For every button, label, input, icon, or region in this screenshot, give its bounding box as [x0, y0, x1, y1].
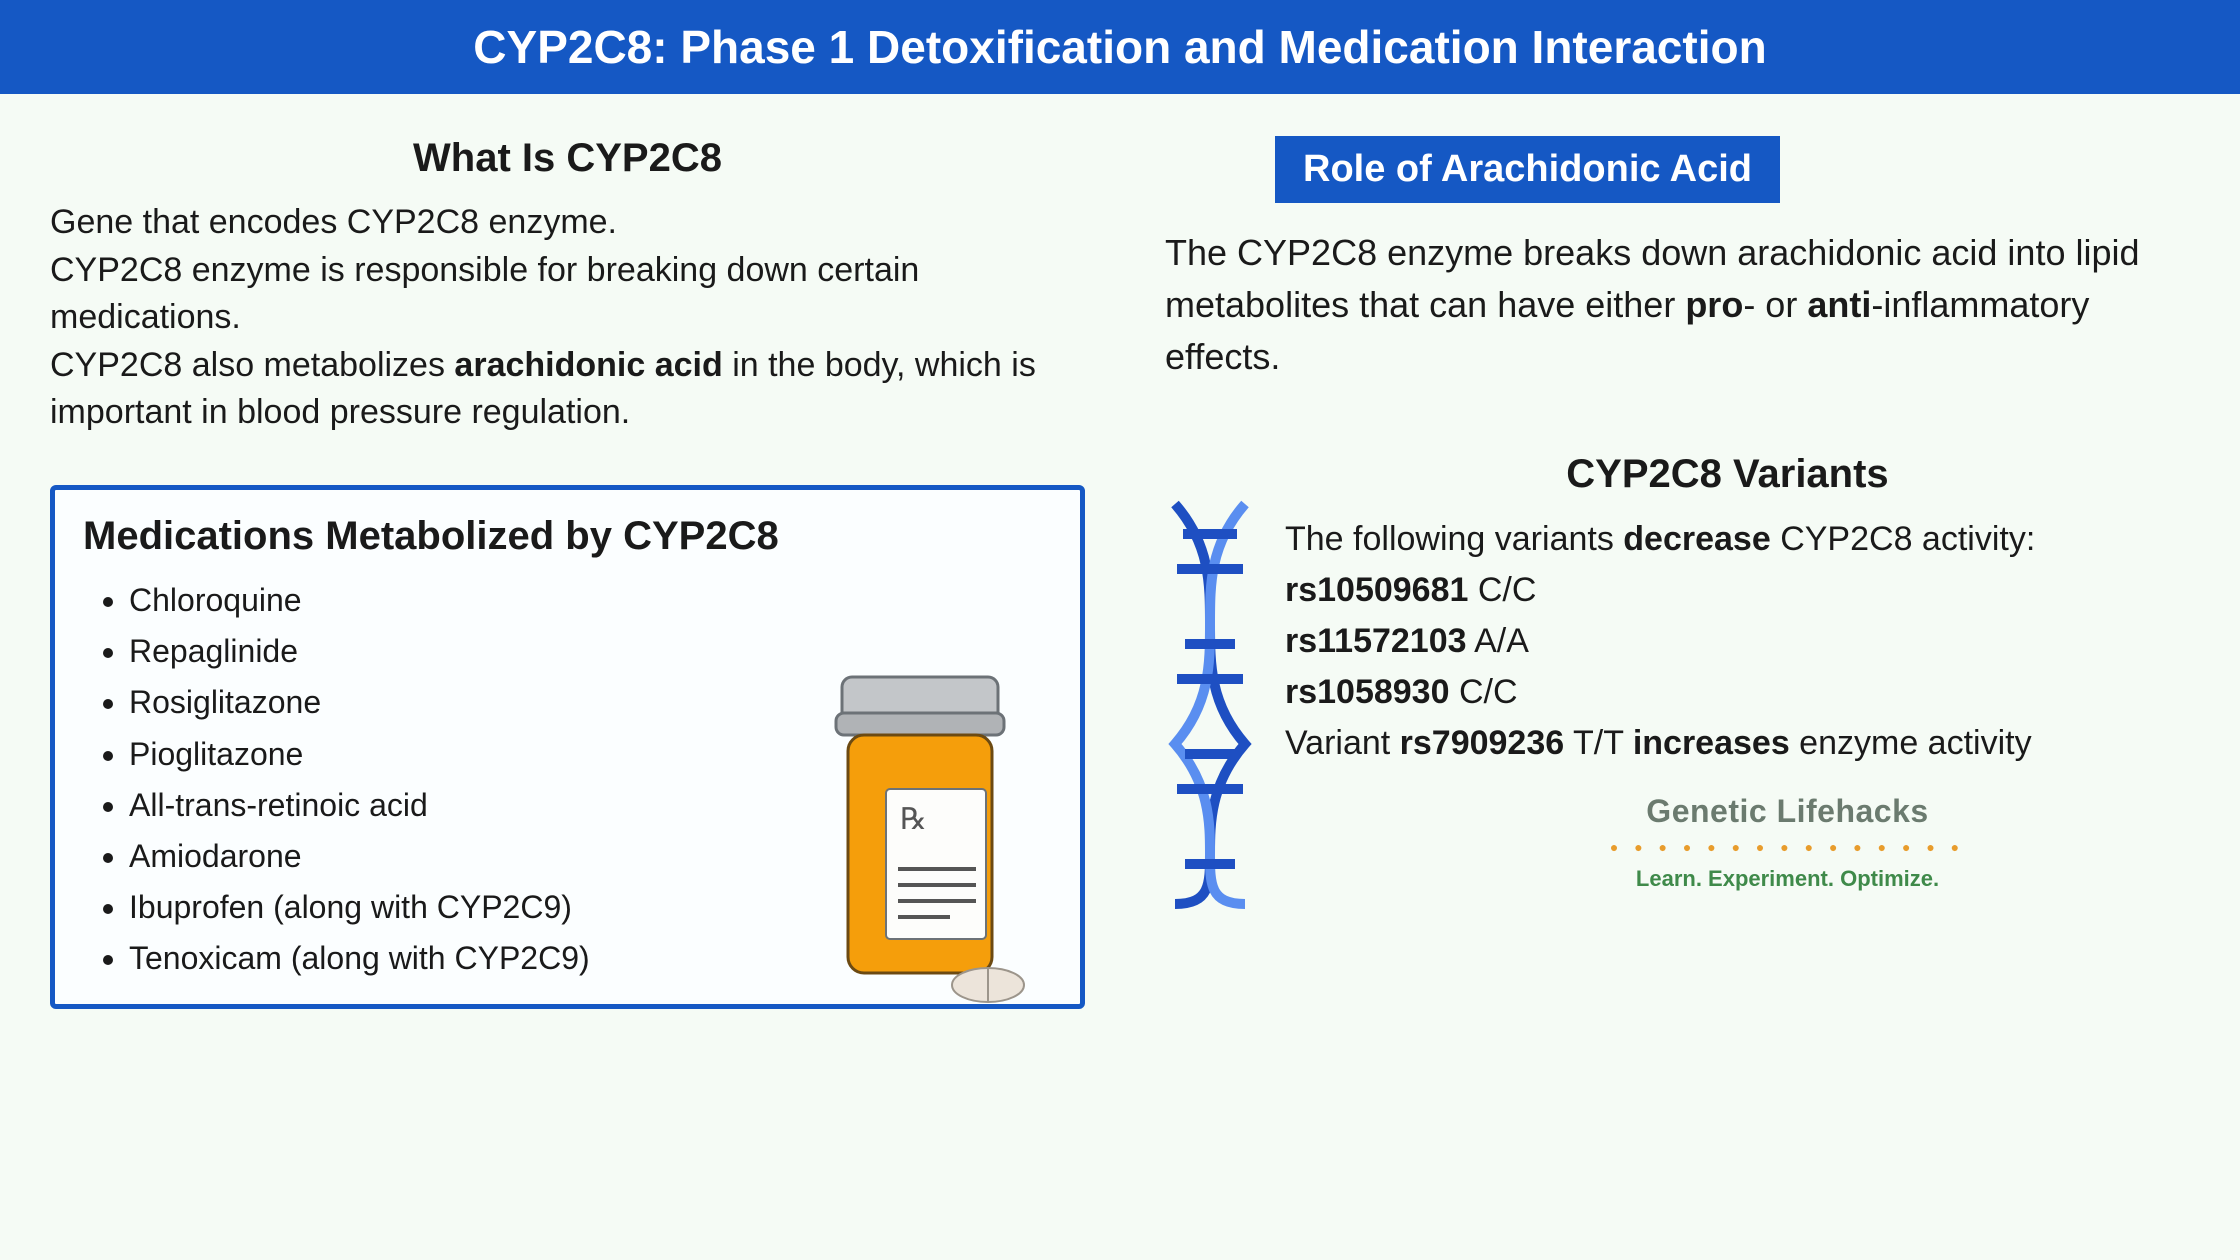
what-is-section: What Is CYP2C8 Gene that encodes CYP2C8 …: [50, 136, 1085, 437]
variant-genotype: C/C: [1450, 673, 1518, 711]
variant-rsid: rs10509681: [1285, 571, 1468, 609]
what-is-line1: Gene that encodes CYP2C8 enzyme.: [50, 203, 617, 241]
variant-inc-pre: Variant: [1285, 724, 1400, 762]
variant-genotype: A/A: [1467, 622, 1529, 660]
medications-box: Medications Metabolized by CYP2C8 Chloro…: [50, 485, 1085, 1010]
variants-section: CYP2C8 Variants The following variants d…: [1155, 444, 2190, 919]
what-is-line2: CYP2C8 enzyme is responsible for breakin…: [50, 251, 919, 337]
brand-dots: ● ● ● ● ● ● ● ● ● ● ● ● ● ● ●: [1405, 837, 2170, 858]
role-mid: - or: [1743, 284, 1807, 325]
variant-inc-rs: rs7909236: [1400, 724, 1565, 762]
variants-heading: CYP2C8 Variants: [1285, 444, 2170, 504]
brand-block: Genetic Lifehacks ● ● ● ● ● ● ● ● ● ● ● …: [1285, 787, 2170, 895]
variants-intro: The following variants decrease CYP2C8 a…: [1285, 514, 2170, 565]
right-column: Role of Arachidonic Acid The CYP2C8 enzy…: [1155, 136, 2190, 1009]
left-column: What Is CYP2C8 Gene that encodes CYP2C8 …: [50, 136, 1085, 1009]
what-is-line3-bold: arachidonic acid: [454, 346, 722, 384]
brand-tagline: Learn. Experiment. Optimize.: [1405, 862, 2170, 895]
page-title-bar: CYP2C8: Phase 1 Detoxification and Medic…: [0, 0, 2240, 94]
variants-intro-pre: The following variants: [1285, 520, 1623, 558]
page-title: CYP2C8: Phase 1 Detoxification and Medic…: [473, 21, 1766, 73]
variants-intro-post: CYP2C8 activity:: [1771, 520, 2036, 558]
variants-text: CYP2C8 Variants The following variants d…: [1285, 444, 2190, 919]
brand-name: Genetic Lifehacks: [1405, 787, 2170, 835]
role-bold-anti: anti: [1807, 284, 1871, 325]
role-section: Role of Arachidonic Acid The CYP2C8 enzy…: [1155, 136, 2190, 384]
pill-bottle-icon: ℞: [800, 669, 1050, 1014]
variant-row: rs10509681 C/C: [1285, 565, 2170, 616]
variant-rsid: rs1058930: [1285, 673, 1450, 711]
role-body: The CYP2C8 enzyme breaks down arachidoni…: [1155, 227, 2190, 384]
medications-heading: Medications Metabolized by CYP2C8: [83, 514, 1052, 559]
dna-icon: [1155, 444, 1265, 919]
role-badge: Role of Arachidonic Acid: [1275, 136, 1780, 203]
what-is-heading: What Is CYP2C8: [50, 136, 1085, 181]
what-is-line3-pre: CYP2C8 also metabolizes: [50, 346, 454, 384]
variant-row: rs1058930 C/C: [1285, 667, 2170, 718]
variant-increase: Variant rs7909236 T/T increases enzyme a…: [1285, 718, 2170, 769]
what-is-body: Gene that encodes CYP2C8 enzyme. CYP2C8 …: [50, 199, 1085, 437]
variant-row: rs11572103 A/A: [1285, 616, 2170, 667]
list-item: Chloroquine: [129, 575, 1052, 626]
variants-intro-bold: decrease: [1623, 520, 1770, 558]
variant-rsid: rs11572103: [1285, 622, 1467, 660]
variant-genotype: C/C: [1468, 571, 1536, 609]
content-grid: What Is CYP2C8 Gene that encodes CYP2C8 …: [0, 106, 2240, 1029]
variant-inc-mid: T/T: [1564, 724, 1633, 762]
variant-inc-bold: increases: [1633, 724, 1790, 762]
variant-inc-post: enzyme activity: [1790, 724, 2032, 762]
role-bold-pro: pro: [1685, 284, 1743, 325]
svg-text:℞: ℞: [900, 803, 927, 836]
